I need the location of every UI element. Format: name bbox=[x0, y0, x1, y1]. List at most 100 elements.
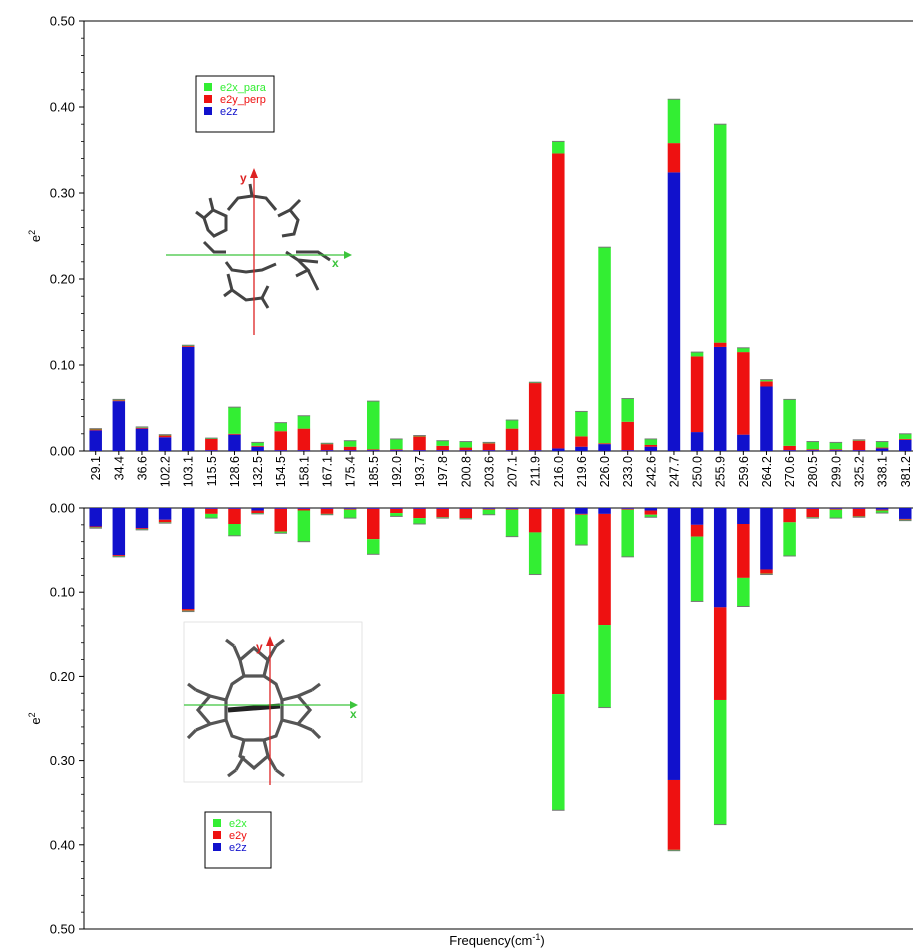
top-bar-e2z bbox=[875, 448, 889, 451]
top-bar-e2y_perp bbox=[760, 381, 773, 387]
top-bar-e2y_perp bbox=[505, 428, 519, 451]
bottom-bar-e2y bbox=[852, 508, 866, 517]
top-bar-e2z bbox=[112, 401, 126, 451]
bottom-bar-e2y bbox=[89, 526, 102, 528]
bottom-legend-label: e2y bbox=[229, 830, 247, 842]
top-bar-e2x_para bbox=[875, 441, 889, 448]
bottom-inset-axes bbox=[184, 636, 358, 785]
bottom-bar-e2z bbox=[852, 508, 866, 509]
top-bar-e2y_perp bbox=[274, 431, 287, 451]
bottom-bar-e2z bbox=[205, 508, 218, 509]
top-bar-e2y_perp bbox=[899, 438, 912, 440]
top-bar-e2x_para bbox=[505, 420, 519, 429]
bottom-bar-e2z bbox=[251, 508, 264, 511]
bottom-bar-e2z bbox=[112, 508, 126, 556]
top-bar-e2x_para bbox=[575, 411, 588, 437]
bottom-y-tick-label: 0.20 bbox=[50, 669, 75, 684]
bottom-bar-e2y bbox=[760, 569, 773, 574]
bottom-bar-e2y bbox=[737, 523, 750, 578]
bottom-bar-e2z bbox=[713, 508, 727, 608]
bottom-bar-e2x bbox=[713, 699, 727, 825]
top-bar-e2x_para bbox=[644, 438, 658, 445]
category-label: 255.9 bbox=[714, 456, 728, 487]
top-bar-e2x_para bbox=[737, 347, 750, 353]
top-bar-e2y_perp bbox=[112, 400, 126, 402]
top-bar-e2z bbox=[436, 450, 449, 451]
bottom-bar-e2y bbox=[713, 607, 727, 700]
bottom-y-tick-label: 0.10 bbox=[50, 585, 75, 600]
top-bar-e2y_perp bbox=[621, 421, 634, 451]
category-label: 167.1 bbox=[321, 456, 335, 487]
bottom-bar-e2y bbox=[459, 508, 473, 519]
top-bar-e2z bbox=[644, 446, 658, 451]
bottom-bar-e2z bbox=[274, 508, 287, 509]
bottom-bar-e2y bbox=[390, 508, 403, 514]
top-bar-e2y_perp bbox=[783, 445, 796, 451]
top-bar-e2z bbox=[528, 450, 542, 451]
bottom-bar-e2z bbox=[552, 508, 565, 509]
top-bar-e2y_perp bbox=[367, 449, 380, 451]
bottom-bar-e2z bbox=[806, 508, 819, 509]
category-label: 115.5 bbox=[205, 456, 219, 486]
bottom-legend-swatch bbox=[213, 819, 221, 827]
top-bar-e2y_perp bbox=[228, 433, 241, 435]
bottom-bar-e2z bbox=[575, 508, 588, 514]
category-label: 192.0 bbox=[390, 456, 404, 487]
top-bar-e2x_para bbox=[367, 401, 380, 450]
top-bar-e2x_para bbox=[436, 440, 449, 446]
top-bar-e2z bbox=[181, 346, 195, 451]
top-bar-e2y_perp bbox=[320, 444, 334, 451]
bottom-bar-e2x bbox=[390, 513, 403, 517]
top-bar-e2y_perp bbox=[89, 429, 102, 431]
top-bar-e2z bbox=[783, 450, 796, 451]
bottom-bar-e2y bbox=[644, 510, 658, 515]
top-bar-e2x_para bbox=[343, 440, 357, 447]
top-bar-e2x_para bbox=[667, 99, 681, 144]
top-bar-e2z bbox=[228, 434, 241, 451]
bottom-bar-e2z bbox=[482, 508, 496, 509]
top-bar-e2z bbox=[251, 446, 264, 451]
category-label: 175.4 bbox=[344, 456, 358, 487]
top-legend-label: e2z bbox=[220, 106, 238, 118]
top-y-tick-label: 0.00 bbox=[50, 444, 75, 459]
bottom-bar-e2x bbox=[343, 509, 357, 519]
bottom-bar-e2x bbox=[413, 518, 426, 524]
bottom-bar-e2y bbox=[436, 508, 449, 518]
top-y-axis-title: e2 bbox=[27, 230, 43, 242]
top-bar-e2z bbox=[552, 448, 565, 451]
bottom-inset-y-label: y bbox=[256, 640, 263, 654]
bottom-bar-e2z bbox=[343, 508, 357, 509]
top-legend-swatch bbox=[204, 107, 212, 115]
top-bar-e2y_perp bbox=[482, 443, 496, 451]
top-bar-e2z bbox=[343, 450, 357, 451]
category-label: 200.8 bbox=[459, 456, 473, 487]
bottom-bar-e2z bbox=[667, 508, 681, 780]
top-bar-e2y_perp bbox=[390, 449, 403, 451]
bottom-bar-e2y bbox=[482, 508, 496, 510]
top-y-tick-label: 0.40 bbox=[50, 100, 75, 115]
bottom-bar-e2z bbox=[829, 508, 843, 509]
bottom-bar-e2x bbox=[482, 509, 496, 515]
bottom-bar-e2x bbox=[690, 536, 704, 602]
top-bar-e2z bbox=[806, 450, 819, 451]
top-bar-e2y_perp bbox=[690, 356, 704, 433]
top-y-tick-label: 0.10 bbox=[50, 358, 75, 373]
category-label: 29.1 bbox=[89, 456, 103, 480]
bottom-bar-e2z bbox=[690, 508, 704, 525]
bottom-bar-e2z bbox=[390, 508, 403, 509]
top-bar-e2z bbox=[829, 450, 843, 451]
top-bar-e2y_perp bbox=[829, 449, 843, 451]
bottom-bar-e2y bbox=[181, 609, 195, 611]
top-y-tick-label: 0.30 bbox=[50, 186, 75, 201]
top-bar-e2z bbox=[598, 444, 611, 451]
bottom-bar-e2z bbox=[598, 508, 611, 514]
category-label: 211.9 bbox=[529, 456, 543, 486]
category-label: 216.0 bbox=[552, 456, 566, 487]
x-axis-title: Frequency(cm-1) bbox=[449, 932, 544, 948]
bottom-legend-label: e2x bbox=[229, 818, 247, 830]
bottom-bar-e2x bbox=[644, 514, 658, 518]
bottom-bar-e2z bbox=[320, 508, 334, 509]
top-bar-e2y_perp bbox=[552, 153, 565, 449]
bottom-bar-e2y bbox=[343, 508, 357, 510]
